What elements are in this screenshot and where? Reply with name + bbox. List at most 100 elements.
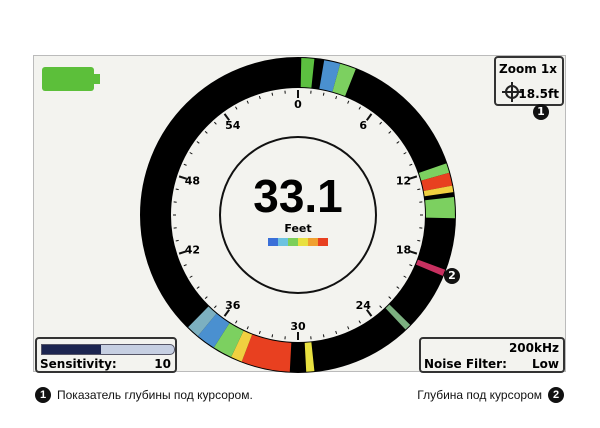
zoom-cursor-box: Zoom 1x 18.5ft bbox=[494, 56, 564, 106]
caption-1-text: Показатель глубины под курсором. bbox=[57, 388, 253, 402]
sonar-return bbox=[421, 172, 453, 192]
scale-tick bbox=[196, 141, 200, 144]
scale-tick bbox=[223, 309, 231, 317]
scale-tick bbox=[358, 320, 361, 324]
sonar-return bbox=[300, 58, 315, 88]
scale-tick bbox=[213, 305, 217, 309]
sonar-return bbox=[197, 313, 230, 348]
scale-tick bbox=[417, 239, 421, 242]
scale-tick bbox=[175, 239, 179, 242]
color-legend-swatch bbox=[298, 238, 308, 246]
depth-unit: Feet bbox=[284, 222, 311, 235]
scale-tick bbox=[409, 163, 413, 166]
scale-tick bbox=[396, 286, 400, 289]
sonar-return bbox=[425, 196, 455, 219]
flasher-screen bbox=[33, 55, 566, 372]
scale-tick bbox=[178, 175, 188, 180]
scale-label: 42 bbox=[185, 243, 200, 256]
noise-filter-label: Noise Filter: bbox=[424, 357, 507, 371]
scale-tick bbox=[183, 163, 187, 166]
scale-tick bbox=[417, 188, 421, 191]
scale-label: 48 bbox=[185, 175, 200, 188]
sonar-return bbox=[188, 306, 217, 336]
scale-tick bbox=[175, 188, 179, 191]
scale-tick bbox=[223, 113, 231, 121]
scale-label: 12 bbox=[396, 175, 411, 188]
scale-tick bbox=[189, 152, 193, 155]
scale-tick bbox=[246, 100, 249, 104]
scale-label: 0 bbox=[294, 98, 302, 111]
scale-tick bbox=[271, 92, 274, 96]
caption-1: 1 Показатель глубины под курсором. bbox=[35, 387, 253, 403]
scale-tick bbox=[358, 106, 361, 110]
scale-tick bbox=[347, 100, 350, 104]
scale-tick bbox=[235, 320, 238, 324]
scale-tick bbox=[388, 130, 392, 134]
scale-tick bbox=[189, 275, 193, 278]
callout-badge-2: 2 bbox=[444, 268, 460, 284]
crosshair-icon bbox=[502, 82, 522, 102]
scale-tick bbox=[388, 296, 392, 300]
battery-full-icon bbox=[42, 67, 100, 91]
scale-tick bbox=[213, 121, 217, 125]
scale-tick bbox=[379, 121, 383, 125]
scale-tick bbox=[322, 92, 325, 96]
scale-label: 24 bbox=[356, 299, 372, 312]
color-legend-swatch bbox=[288, 238, 298, 246]
sonar-return bbox=[241, 334, 292, 372]
sonar-return bbox=[319, 60, 341, 92]
scale-tick bbox=[408, 250, 418, 255]
scale-tick bbox=[271, 334, 274, 338]
scale-label: 6 bbox=[359, 119, 367, 132]
scale-tick bbox=[183, 264, 187, 267]
cursor-depth: 18.5ft bbox=[518, 87, 559, 101]
scale-tick bbox=[379, 305, 383, 309]
scale-tick bbox=[347, 326, 350, 330]
scale-tick bbox=[235, 106, 238, 110]
sensitivity-panel[interactable]: Sensitivity: 10 bbox=[35, 337, 177, 373]
sonar-return bbox=[415, 259, 446, 276]
caption-badge-2: 2 bbox=[548, 387, 564, 403]
color-legend-swatch bbox=[318, 238, 328, 246]
sensitivity-bar[interactable] bbox=[41, 344, 175, 355]
zoom-label: Zoom 1x bbox=[499, 62, 557, 76]
frequency: 200kHz bbox=[508, 341, 559, 355]
scale-tick bbox=[204, 130, 208, 134]
scale-label: 36 bbox=[225, 299, 241, 312]
scale-tick bbox=[408, 175, 418, 180]
sensitivity-label: Sensitivity: bbox=[40, 357, 117, 371]
caption-2: Глубина под курсором 2 bbox=[417, 387, 564, 403]
scale-tick bbox=[322, 334, 325, 338]
sonar-return bbox=[213, 323, 244, 358]
scale-tick bbox=[365, 113, 373, 121]
scale-tick bbox=[196, 286, 200, 289]
scale-tick bbox=[258, 95, 261, 100]
scale-tick bbox=[365, 309, 373, 317]
color-legend-swatch bbox=[268, 238, 278, 246]
scale-label: 18 bbox=[396, 243, 411, 256]
scale-tick bbox=[335, 95, 338, 100]
sonar-return bbox=[231, 330, 253, 362]
scale-label: 54 bbox=[225, 119, 241, 132]
scale-tick bbox=[246, 326, 249, 330]
noise-filter-value: Low bbox=[532, 357, 559, 371]
sonar-return bbox=[418, 163, 450, 181]
scale-tick bbox=[335, 330, 338, 335]
sonar-return bbox=[385, 304, 411, 330]
scale-label: 30 bbox=[290, 320, 306, 333]
depth-readout: 33.1 bbox=[253, 170, 343, 222]
sonar-return bbox=[304, 342, 315, 372]
callout-badge-1: 1 bbox=[533, 104, 549, 120]
caption-2-text: Глубина под курсором bbox=[417, 388, 542, 402]
color-legend-swatch bbox=[278, 238, 288, 246]
color-legend-swatch bbox=[308, 238, 318, 246]
scale-tick bbox=[258, 330, 261, 335]
scale-tick bbox=[403, 152, 407, 155]
scale-tick bbox=[409, 264, 413, 267]
scale-tick bbox=[204, 296, 208, 300]
sonar-settings-panel: 200kHz Noise Filter: Low bbox=[419, 337, 565, 373]
scale-tick bbox=[396, 141, 400, 144]
scale-tick bbox=[178, 250, 188, 255]
caption-badge-1: 1 bbox=[35, 387, 51, 403]
scale-tick bbox=[403, 275, 407, 278]
